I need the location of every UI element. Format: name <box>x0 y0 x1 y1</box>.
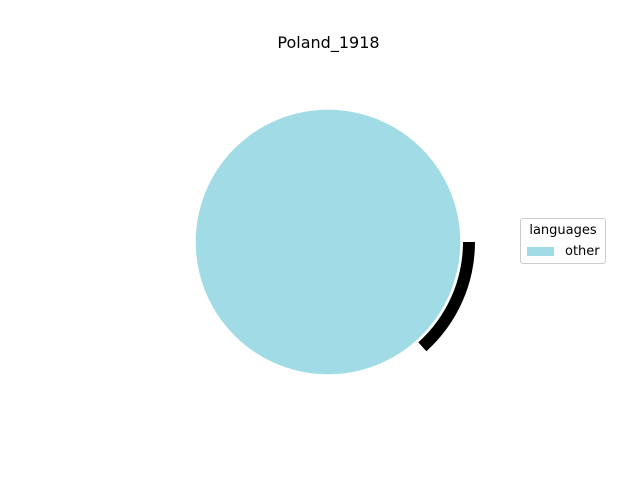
legend-label: other <box>565 244 600 259</box>
pie-ring-accent <box>418 242 475 352</box>
legend-title: languages <box>529 223 597 238</box>
legend-swatch <box>527 247 554 256</box>
chart-title: Poland_1918 <box>277 33 380 52</box>
legend-entry: other <box>527 244 600 259</box>
pie-slice-other <box>194 108 462 376</box>
legend: languages other <box>520 218 606 264</box>
